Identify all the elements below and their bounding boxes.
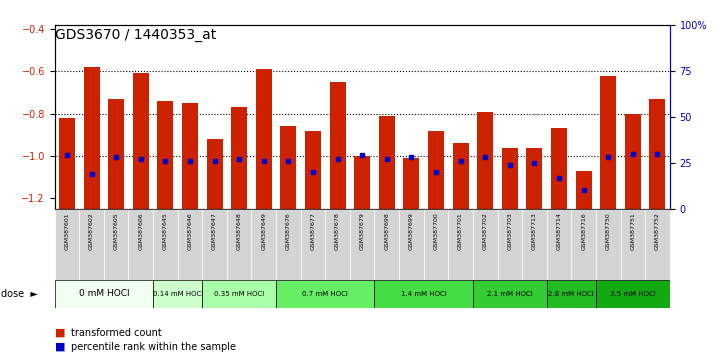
Bar bbox=[428, 131, 444, 209]
Text: GSM387645: GSM387645 bbox=[163, 212, 168, 250]
Text: GSM387713: GSM387713 bbox=[532, 212, 537, 250]
Text: ■: ■ bbox=[55, 328, 65, 338]
Bar bbox=[576, 171, 592, 209]
Bar bbox=[478, 112, 493, 209]
Bar bbox=[571, 209, 596, 280]
Bar bbox=[153, 280, 202, 308]
Text: 0.14 mM HOCl: 0.14 mM HOCl bbox=[152, 291, 203, 297]
Text: GSM387751: GSM387751 bbox=[630, 212, 636, 250]
Bar bbox=[132, 73, 149, 209]
Bar bbox=[301, 209, 325, 280]
Bar bbox=[596, 280, 670, 308]
Bar bbox=[403, 158, 419, 209]
Bar bbox=[473, 209, 497, 280]
Text: 2.1 mM HOCl: 2.1 mM HOCl bbox=[487, 291, 533, 297]
Text: GSM387752: GSM387752 bbox=[655, 212, 660, 250]
Bar bbox=[330, 82, 346, 209]
Bar bbox=[178, 209, 202, 280]
Text: GSM387714: GSM387714 bbox=[556, 212, 561, 250]
Text: 0.35 mM HOCl: 0.35 mM HOCl bbox=[214, 291, 264, 297]
Text: GSM387601: GSM387601 bbox=[64, 212, 69, 250]
Bar bbox=[104, 209, 128, 280]
Bar bbox=[232, 107, 247, 209]
Bar bbox=[649, 99, 665, 209]
Bar bbox=[202, 209, 227, 280]
Bar bbox=[59, 118, 75, 209]
Bar bbox=[620, 209, 645, 280]
Text: GSM387676: GSM387676 bbox=[286, 212, 291, 250]
Bar bbox=[448, 209, 473, 280]
Text: GSM387702: GSM387702 bbox=[483, 212, 488, 250]
Text: ■: ■ bbox=[55, 342, 65, 352]
Text: transformed count: transformed count bbox=[71, 328, 162, 338]
Text: 0 mM HOCl: 0 mM HOCl bbox=[79, 289, 129, 298]
Text: GSM387679: GSM387679 bbox=[360, 212, 365, 250]
Text: GSM387606: GSM387606 bbox=[138, 212, 143, 250]
Bar bbox=[153, 209, 178, 280]
Bar bbox=[280, 126, 296, 209]
Bar bbox=[379, 116, 395, 209]
Bar bbox=[497, 209, 522, 280]
Bar bbox=[251, 209, 276, 280]
Bar bbox=[596, 209, 620, 280]
Bar bbox=[55, 209, 79, 280]
Bar bbox=[526, 148, 542, 209]
Text: GSM387602: GSM387602 bbox=[89, 212, 94, 250]
Text: GSM387703: GSM387703 bbox=[507, 212, 513, 250]
Text: GSM387698: GSM387698 bbox=[384, 212, 389, 250]
Text: GSM387649: GSM387649 bbox=[261, 212, 266, 250]
Bar bbox=[374, 280, 473, 308]
Bar bbox=[202, 280, 276, 308]
Bar bbox=[473, 280, 547, 308]
Text: GSM387605: GSM387605 bbox=[114, 212, 119, 250]
Bar bbox=[547, 209, 571, 280]
Bar bbox=[207, 139, 223, 209]
Text: GSM387646: GSM387646 bbox=[187, 212, 192, 250]
Bar bbox=[276, 209, 301, 280]
Text: GSM387716: GSM387716 bbox=[581, 212, 586, 250]
Bar bbox=[424, 209, 448, 280]
Bar bbox=[84, 67, 100, 209]
Bar bbox=[157, 101, 173, 209]
Text: 3.5 mM HOCl: 3.5 mM HOCl bbox=[610, 291, 656, 297]
Bar bbox=[522, 209, 547, 280]
Bar bbox=[399, 209, 424, 280]
Text: 0.7 mM HOCl: 0.7 mM HOCl bbox=[302, 291, 348, 297]
Text: GSM387678: GSM387678 bbox=[335, 212, 340, 250]
Text: GDS3670 / 1440353_at: GDS3670 / 1440353_at bbox=[55, 28, 215, 42]
Text: percentile rank within the sample: percentile rank within the sample bbox=[71, 342, 237, 352]
Bar bbox=[79, 209, 104, 280]
Bar bbox=[55, 280, 153, 308]
Bar bbox=[182, 103, 198, 209]
Text: GSM387699: GSM387699 bbox=[409, 212, 414, 250]
Text: GSM387647: GSM387647 bbox=[212, 212, 217, 250]
Bar bbox=[502, 148, 518, 209]
Bar bbox=[108, 99, 124, 209]
Text: GSM387677: GSM387677 bbox=[310, 212, 315, 250]
Bar bbox=[227, 209, 251, 280]
Text: 1.4 mM HOCl: 1.4 mM HOCl bbox=[401, 291, 446, 297]
Text: 2.8 mM HOCl: 2.8 mM HOCl bbox=[548, 291, 594, 297]
Text: GSM387700: GSM387700 bbox=[433, 212, 438, 250]
Bar bbox=[128, 209, 153, 280]
Bar bbox=[625, 114, 641, 209]
Text: GSM387701: GSM387701 bbox=[458, 212, 463, 250]
Bar bbox=[325, 209, 350, 280]
Bar bbox=[645, 209, 670, 280]
Bar bbox=[547, 280, 596, 308]
Text: GSM387750: GSM387750 bbox=[606, 212, 611, 250]
Text: GSM387648: GSM387648 bbox=[237, 212, 242, 250]
Bar bbox=[350, 209, 374, 280]
Bar bbox=[374, 209, 399, 280]
Bar bbox=[601, 75, 616, 209]
Bar bbox=[453, 143, 469, 209]
Bar bbox=[305, 131, 321, 209]
Bar bbox=[355, 156, 370, 209]
Bar bbox=[256, 69, 272, 209]
Bar bbox=[551, 129, 567, 209]
Bar bbox=[276, 280, 374, 308]
Text: dose  ►: dose ► bbox=[1, 289, 38, 299]
